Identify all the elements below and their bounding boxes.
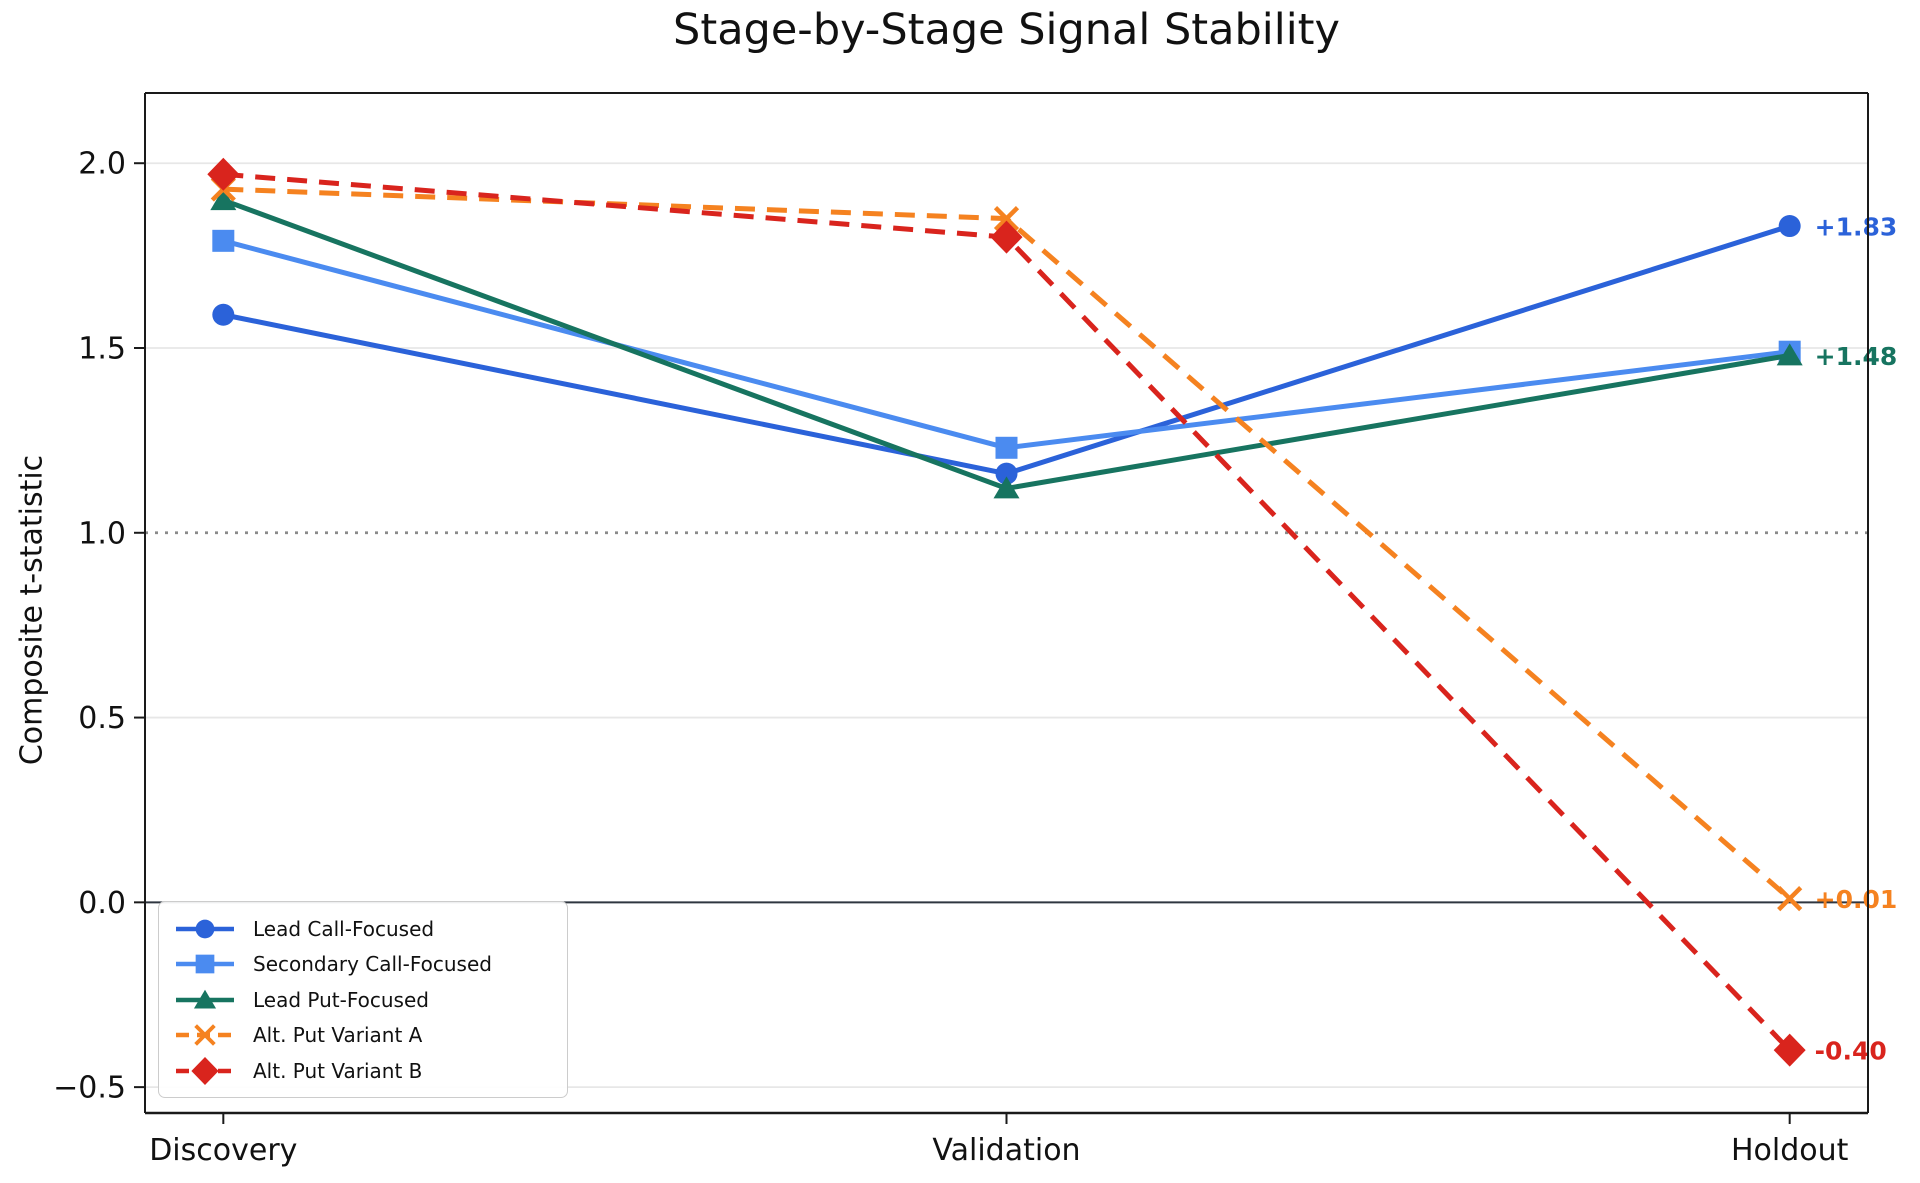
y-tick-label: 1.0: [78, 516, 126, 551]
legend-sample-x-icon: [176, 1024, 234, 1046]
series-line: [223, 186, 1792, 901]
square-marker: [212, 229, 235, 252]
legend-item: Lead Put-Focused: [173, 985, 553, 1015]
y-tick-label: 0.5: [78, 701, 126, 736]
legend-item: Lead Call-Focused: [173, 914, 553, 944]
diamond-marker: [191, 1056, 219, 1085]
y-tick-label: 2.0: [78, 147, 126, 182]
x-tick-label: Holdout: [1731, 1133, 1849, 1168]
chart-title: Stage-by-Stage Signal Stability: [673, 5, 1340, 55]
legend-label: Lead Put-Focused: [253, 987, 429, 1012]
x-marker: [194, 1024, 216, 1046]
diamond-marker: [1773, 1033, 1806, 1067]
circle-marker: [195, 919, 215, 938]
end-label: +1.48: [1815, 342, 1898, 371]
x-tick-label: Validation: [932, 1133, 1080, 1168]
series-line: [220, 238, 1793, 451]
square-marker: [195, 954, 215, 974]
triangle-marker: [210, 188, 237, 211]
legend-item: Alt. Put Variant B: [173, 1056, 553, 1086]
legend-sample-triangle-icon: [176, 989, 234, 1008]
legend-label: Lead Call-Focused: [253, 916, 435, 941]
legend-label: Alt. Put Variant B: [253, 1058, 423, 1083]
series-line: [220, 223, 1793, 477]
y-tick-label: 0.0: [78, 886, 126, 921]
end-label: +0.01: [1815, 885, 1898, 914]
diamond-marker: [990, 220, 1023, 254]
y-tick-label: −0.5: [53, 1071, 126, 1106]
x-marker: [1777, 886, 1803, 912]
triangle-marker: [193, 989, 217, 1008]
circle-marker: [212, 303, 235, 326]
legend-label: Alt. Put Variant A: [253, 1023, 423, 1047]
triangle-marker: [1776, 343, 1803, 366]
square-marker: [995, 436, 1018, 459]
legend-sample-circle-icon: [176, 919, 234, 938]
legend-sample-diamond-icon: [176, 1056, 234, 1085]
circle-marker: [1778, 215, 1801, 238]
x-marker: [993, 206, 1020, 232]
y-tick-label: 1.5: [78, 332, 126, 367]
end-label: +1.83: [1815, 213, 1898, 242]
end-label: -0.40: [1815, 1037, 1887, 1066]
legend: Lead Call-Focused Secondary Call-Focused L…: [158, 901, 568, 1098]
legend-item: Alt. Put Variant A: [173, 1020, 553, 1050]
diamond-marker: [207, 157, 240, 191]
legend-item: Secondary Call-Focused: [173, 949, 553, 979]
legend-label: Secondary Call-Focused: [253, 952, 492, 976]
circle-marker: [995, 462, 1018, 485]
x-tick-label: Discovery: [149, 1133, 297, 1168]
triangle-marker: [993, 476, 1020, 499]
legend-sample-square-icon: [176, 954, 234, 974]
